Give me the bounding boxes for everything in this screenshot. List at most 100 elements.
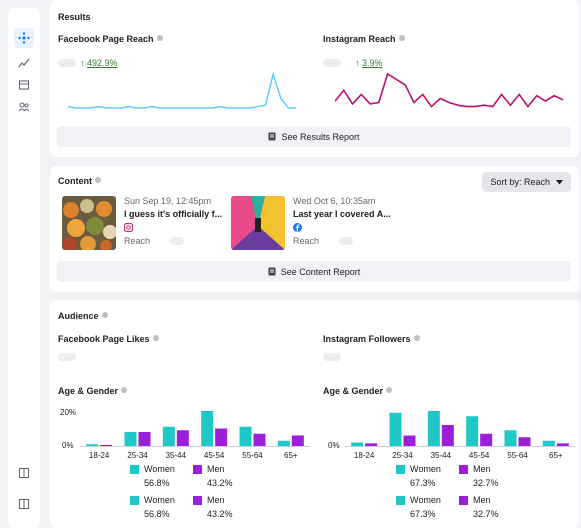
bar-men-55-64 [518, 437, 531, 446]
men-legend-label: Men [207, 495, 225, 505]
content-title: Content [58, 176, 101, 186]
women-legend-swatch [130, 465, 139, 474]
post-title: I guess it's officially f... [124, 209, 223, 219]
y-tick-label: 0% [62, 441, 74, 450]
report-icon [268, 132, 276, 141]
women-legend-percent: 67.3% [410, 478, 436, 488]
bar-women-18-24 [86, 444, 99, 446]
content-icon[interactable] [14, 75, 34, 95]
info-icon[interactable] [398, 35, 405, 41]
women-legend-percent: 67.3% [410, 509, 436, 519]
facebook-age-gender-label: Age & Gender [58, 386, 128, 396]
men-legend-label: Men [473, 495, 491, 505]
info-icon[interactable] [95, 177, 101, 183]
instagram-reach-change: ↑ 3.9% [355, 58, 383, 68]
post-reach-value [170, 237, 184, 245]
x-tick-label: 45-54 [204, 451, 225, 460]
audience-title: Audience [58, 311, 108, 321]
instagram-age-gender-chart: 18-24 25-34 35-44 45-54 55-64 65+ [345, 411, 575, 460]
women-legend-swatch [396, 496, 405, 505]
info-icon[interactable] [156, 35, 163, 41]
content-card: Content Sort by: Reach Sun Sep 19, 12:45… [50, 166, 579, 292]
women-legend-swatch [130, 496, 139, 505]
instagram-reach-chart [335, 72, 564, 108]
bar-women-45-54 [201, 411, 214, 446]
men-legend-swatch [193, 496, 202, 505]
facebook-icon [293, 223, 302, 232]
facebook-reach-chart [68, 71, 296, 109]
bar-men-65+ [291, 435, 304, 446]
instagram-followers-label: Instagram Followers [323, 334, 420, 344]
info-icon[interactable] [152, 335, 159, 341]
info-icon[interactable] [121, 387, 128, 393]
women-legend-swatch [396, 465, 405, 474]
post-item[interactable]: Wed Oct 6, 10:35am Last year I covered A… [231, 196, 396, 250]
instagram-reach-value [323, 59, 341, 67]
x-tick-label: 25-34 [127, 451, 148, 460]
info-icon[interactable] [386, 387, 393, 393]
post-date: Wed Oct 6, 10:35am [293, 196, 376, 206]
facebook-age-gender-chart: 18-24 25-34 35-44 45-54 55-64 65+ [80, 411, 310, 460]
women-legend-percent: 56.8% [144, 509, 170, 519]
info-icon[interactable] [413, 335, 420, 341]
instagram-reach-line [335, 72, 564, 108]
x-tick-label: 18-24 [354, 451, 375, 460]
see-results-report-button[interactable]: See Results Report [57, 126, 571, 147]
facebook-reach-change: ↑ 492.9% [80, 58, 118, 68]
bar-men-35-44 [176, 430, 189, 446]
sort-dropdown[interactable]: Sort by: Reach [482, 172, 571, 192]
women-legend-label: Women [144, 464, 175, 474]
facebook-page-likes-label: Facebook Page Likes [58, 334, 159, 344]
men-legend-label: Men [473, 464, 491, 474]
men-legend-percent: 32.7% [473, 509, 499, 519]
bar-women-55-64 [239, 426, 252, 446]
bar-men-35-44 [441, 425, 454, 446]
audience-icon[interactable] [14, 97, 34, 117]
bar-men-18-24 [365, 443, 378, 446]
men-legend-percent: 32.7% [473, 478, 499, 488]
men-legend-percent: 43.2% [207, 478, 233, 488]
x-tick-label: 45-54 [469, 451, 490, 460]
bar-women-45-54 [466, 416, 479, 446]
trends-icon[interactable] [14, 53, 34, 73]
instagram-followers-value [323, 353, 341, 361]
women-legend-label: Women [410, 464, 441, 474]
see-content-report-button[interactable]: See Content Report [57, 261, 571, 282]
post-reach-label: Reach [124, 236, 151, 246]
facebook-reach-line [68, 71, 296, 109]
bar-men-55-64 [253, 433, 266, 446]
men-legend-label: Men [207, 464, 225, 474]
bar-men-45-54 [480, 433, 493, 446]
results-title: Results [58, 12, 91, 22]
post-thumbnail-pumpkins [62, 196, 116, 250]
bar-women-55-64 [504, 430, 517, 446]
x-tick-label: 55-64 [507, 451, 528, 460]
panel-toggle-icon[interactable] [14, 463, 34, 483]
y-tick-label: 0% [328, 441, 340, 450]
post-item[interactable]: Sun Sep 19, 12:45pm I guess it's officia… [62, 196, 227, 250]
x-tick-label: 25-34 [392, 451, 413, 460]
sort-label: Sort by: Reach [490, 177, 550, 187]
bar-women-25-34 [389, 412, 402, 446]
facebook-reach-value [58, 59, 76, 67]
women-legend-percent: 56.8% [144, 478, 170, 488]
bar-women-35-44 [162, 426, 175, 446]
x-tick-label: 65+ [284, 451, 298, 460]
bar-women-18-24 [351, 442, 364, 446]
info-icon[interactable] [101, 312, 108, 318]
bar-women-65+ [277, 440, 290, 446]
x-tick-label: 18-24 [89, 451, 110, 460]
overview-icon[interactable] [14, 28, 34, 48]
bar-men-45-54 [215, 428, 228, 446]
bar-women-35-44 [427, 411, 440, 446]
men-legend-swatch [459, 465, 468, 474]
left-navigation-rail [8, 8, 40, 528]
facebook-reach-label: Facebook Page Reach [58, 34, 163, 44]
bar-women-25-34 [124, 432, 137, 446]
post-date: Sun Sep 19, 12:45pm [124, 196, 212, 206]
panel-toggle-icon[interactable] [14, 494, 34, 514]
results-card: Results Facebook Page Reach ↑ 492.9% Ins… [50, 0, 579, 157]
x-tick-label: 35-44 [431, 451, 452, 460]
bar-women-65+ [542, 440, 555, 446]
bar-men-65+ [556, 443, 569, 446]
